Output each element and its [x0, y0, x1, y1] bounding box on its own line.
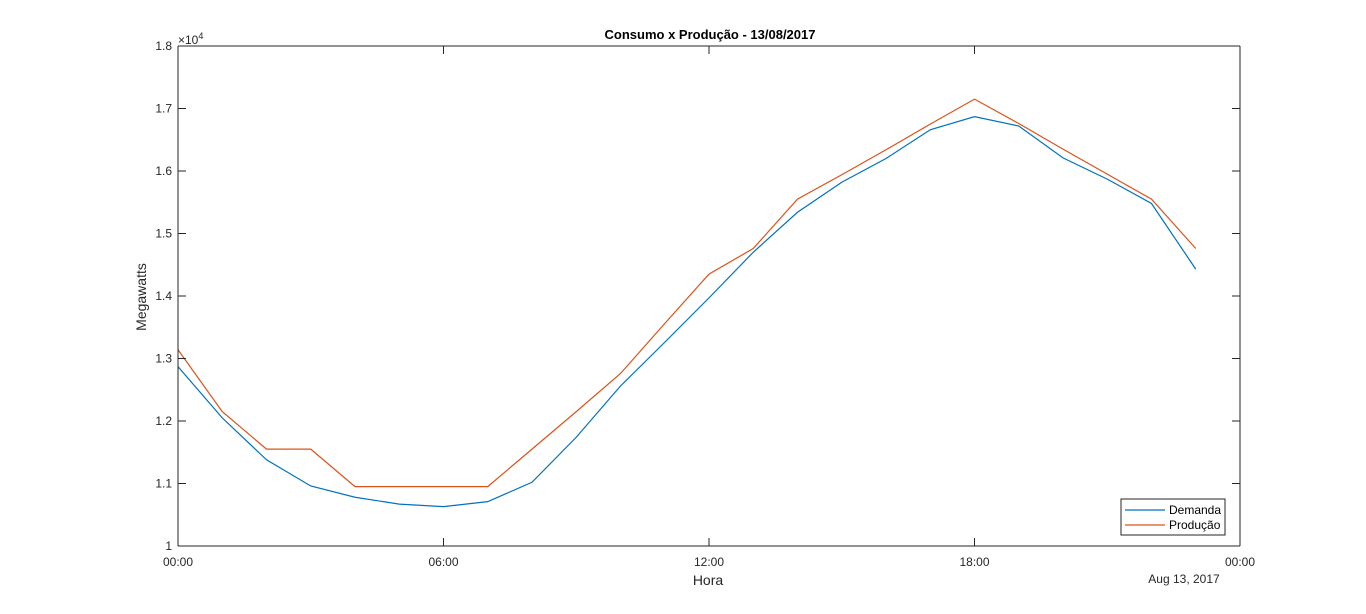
x-tick-label: 06:00	[428, 555, 458, 569]
x-tick-label: 18:00	[959, 555, 989, 569]
x-tick-label: 00:00	[1225, 555, 1255, 569]
x-ticks: 00:00 06:00 12:00 18:00 00:00	[163, 46, 1255, 569]
x-tick-label: 00:00	[163, 555, 193, 569]
y-tick-label: 1.5	[155, 227, 172, 241]
chart-title: Consumo x Produção - 13/08/2017	[605, 27, 816, 42]
y-tick-label: 1.2	[155, 414, 172, 428]
y-tick-label: 1.8	[155, 39, 172, 53]
y-multiplier-label: ×104	[178, 31, 203, 47]
y-tick-label: 1.3	[155, 352, 172, 366]
plot-background	[178, 46, 1240, 546]
plot-area	[178, 46, 1240, 546]
y-tick-label: 1.4	[155, 289, 172, 303]
y-tick-label: 1.1	[155, 477, 172, 491]
y-tick-label: 1	[165, 539, 172, 553]
legend-label-demanda: Demanda	[1169, 503, 1221, 517]
legend-box	[1120, 498, 1226, 536]
series-layer	[177, 98, 1197, 508]
y-axis-title: Megawatts	[133, 263, 149, 331]
y-tick-label: 1.6	[155, 164, 172, 178]
series-line-produ-o	[177, 98, 1197, 488]
series-line-demanda	[177, 116, 1197, 508]
legend-label-produ-o: Produção	[1169, 518, 1221, 532]
x-axis-title: Hora	[693, 572, 724, 588]
y-multiplier-exponent: 4	[198, 31, 203, 41]
x-date-label: Aug 13, 2017	[1148, 572, 1220, 586]
y-tick-label: 1.7	[155, 102, 172, 116]
y-ticks: 1 1.1 1.2 1.3 1.4 1.5 1.6 1.7 1.8	[155, 39, 1240, 553]
x-tick-label: 12:00	[694, 555, 724, 569]
y-multiplier-base: ×10	[178, 33, 199, 47]
